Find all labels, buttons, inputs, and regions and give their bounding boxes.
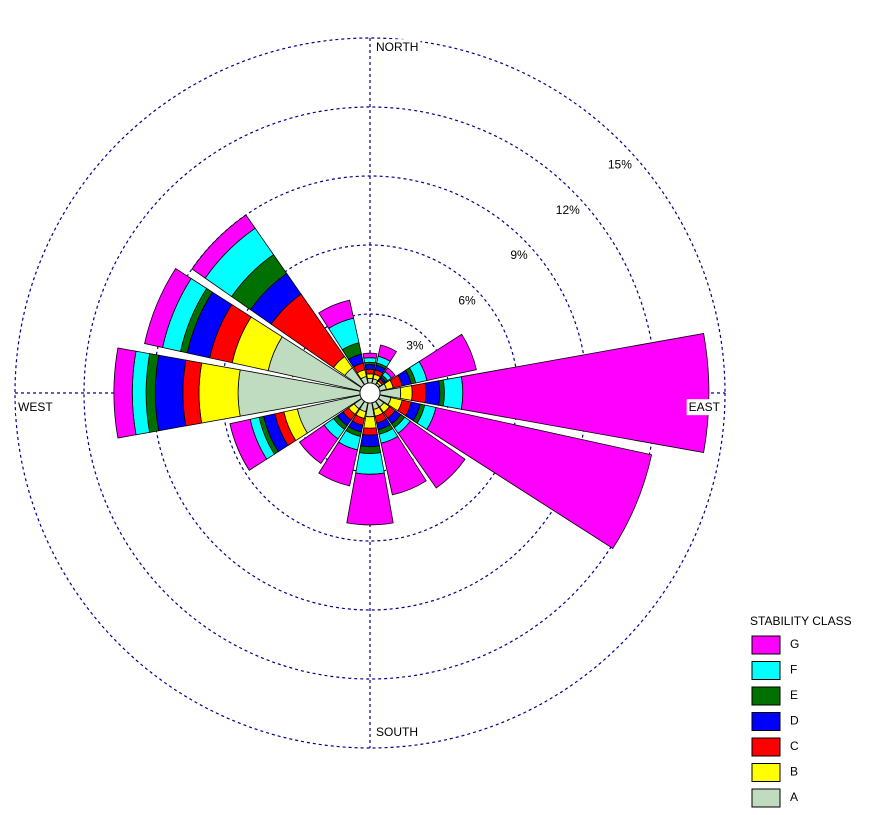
bar-segment xyxy=(377,344,398,362)
bar-segment xyxy=(362,427,378,436)
bar-segment xyxy=(318,299,355,329)
bar-segment xyxy=(182,359,203,427)
bar-segment xyxy=(360,434,380,448)
labels: 3% 6% 9% 12% 15% NORTH EAST SOUTH WEST STABILITY … xyxy=(16,39,852,808)
bar-segment xyxy=(384,367,396,379)
bar-segment xyxy=(113,347,137,439)
legend-swatch xyxy=(751,788,781,808)
legend-label: C xyxy=(790,739,799,753)
bar-segment xyxy=(198,362,241,424)
bar-segment xyxy=(363,415,377,429)
legend-swatch xyxy=(751,686,781,706)
legend-swatch xyxy=(751,635,781,655)
legend-title: STABILITY CLASS xyxy=(750,614,852,628)
direction-label: SOUTH xyxy=(376,725,418,739)
legend-label: D xyxy=(790,714,799,728)
legend-swatch xyxy=(751,763,781,782)
legend-swatch xyxy=(751,661,781,680)
bar-segment xyxy=(418,333,477,381)
direction-label: EAST xyxy=(689,400,721,414)
tick-label: 9% xyxy=(510,248,528,262)
bar-segment xyxy=(318,441,358,487)
bar-segment xyxy=(397,420,466,489)
label-background xyxy=(374,39,421,56)
legend-swatch xyxy=(751,737,781,757)
bar-segment xyxy=(411,382,427,404)
legend-label: G xyxy=(790,637,799,651)
tick-label: 3% xyxy=(406,339,424,353)
bar-segment xyxy=(362,352,378,359)
bar-segment xyxy=(442,376,464,410)
label-background xyxy=(374,724,420,741)
bar-segment xyxy=(366,373,374,380)
label-background xyxy=(16,399,56,416)
bar-segment xyxy=(426,406,653,549)
direction-label: WEST xyxy=(18,400,53,414)
direction-label: NORTH xyxy=(376,40,418,54)
bar-segment xyxy=(366,377,374,384)
legend-swatch xyxy=(751,712,781,731)
legend-label: A xyxy=(790,790,798,804)
bar-segment xyxy=(364,364,376,371)
bar-segment xyxy=(346,472,394,526)
bar-segment xyxy=(144,268,192,348)
bar-segment xyxy=(424,380,441,406)
bar-segment xyxy=(154,354,187,432)
legend-label: B xyxy=(790,765,798,779)
bar-segment xyxy=(191,214,256,279)
legend-label: F xyxy=(790,663,797,677)
tick-label: 12% xyxy=(556,203,580,217)
label-background xyxy=(686,399,723,416)
legend-label: E xyxy=(790,688,798,702)
calm-circle xyxy=(359,382,381,404)
bar-segment xyxy=(399,385,413,401)
bar-segment xyxy=(380,435,427,496)
bars xyxy=(113,214,710,549)
bar-segment xyxy=(365,368,375,375)
bar-segment xyxy=(298,424,339,465)
bar-segment xyxy=(355,452,385,475)
grid-circle xyxy=(14,37,726,749)
bar-segment xyxy=(460,332,710,454)
bar-segment xyxy=(363,357,377,364)
bar-segment xyxy=(229,418,268,471)
bar-segment xyxy=(358,445,382,454)
tick-label: 15% xyxy=(608,158,632,172)
tick-label: 6% xyxy=(458,293,476,307)
